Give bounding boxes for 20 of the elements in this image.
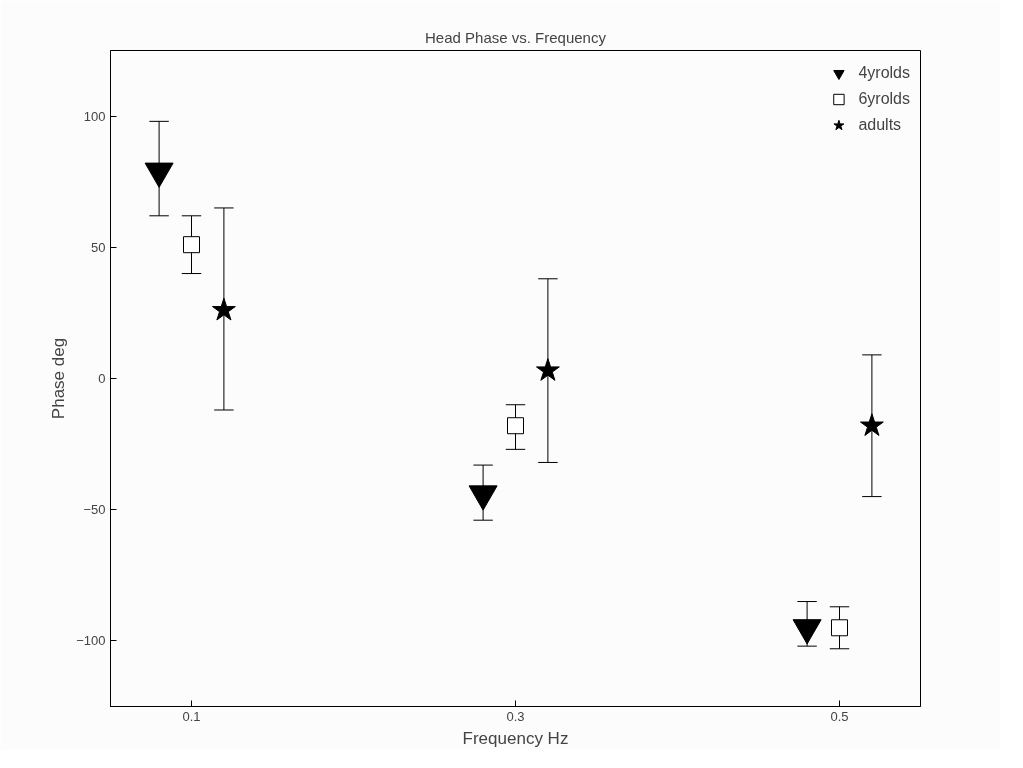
legend-label: 6yrolds (858, 90, 910, 108)
x-tick-label: 0.1 (182, 708, 201, 724)
point (859, 413, 884, 436)
point (507, 417, 524, 435)
x-axis-title: Frequency Hz (462, 728, 569, 748)
y-axis-title: Phase deg (49, 337, 69, 420)
point (831, 619, 848, 637)
y-tick-label: 100 (83, 108, 106, 124)
y-tick-label: 0 (98, 371, 106, 386)
x-tick-label: 0.5 (830, 708, 849, 724)
point (535, 358, 560, 381)
point (211, 297, 236, 321)
y-tick-label: −50 (83, 502, 106, 518)
point (183, 236, 200, 254)
x-tick-label: 0.3 (506, 708, 525, 724)
y-tick-label: −100 (76, 633, 106, 649)
legend-label: adults (858, 116, 902, 134)
legend-label: 4yrolds (858, 64, 910, 82)
chart-title: Head Phase vs. Frequency (425, 28, 607, 46)
y-tick-label: 50 (91, 239, 106, 255)
